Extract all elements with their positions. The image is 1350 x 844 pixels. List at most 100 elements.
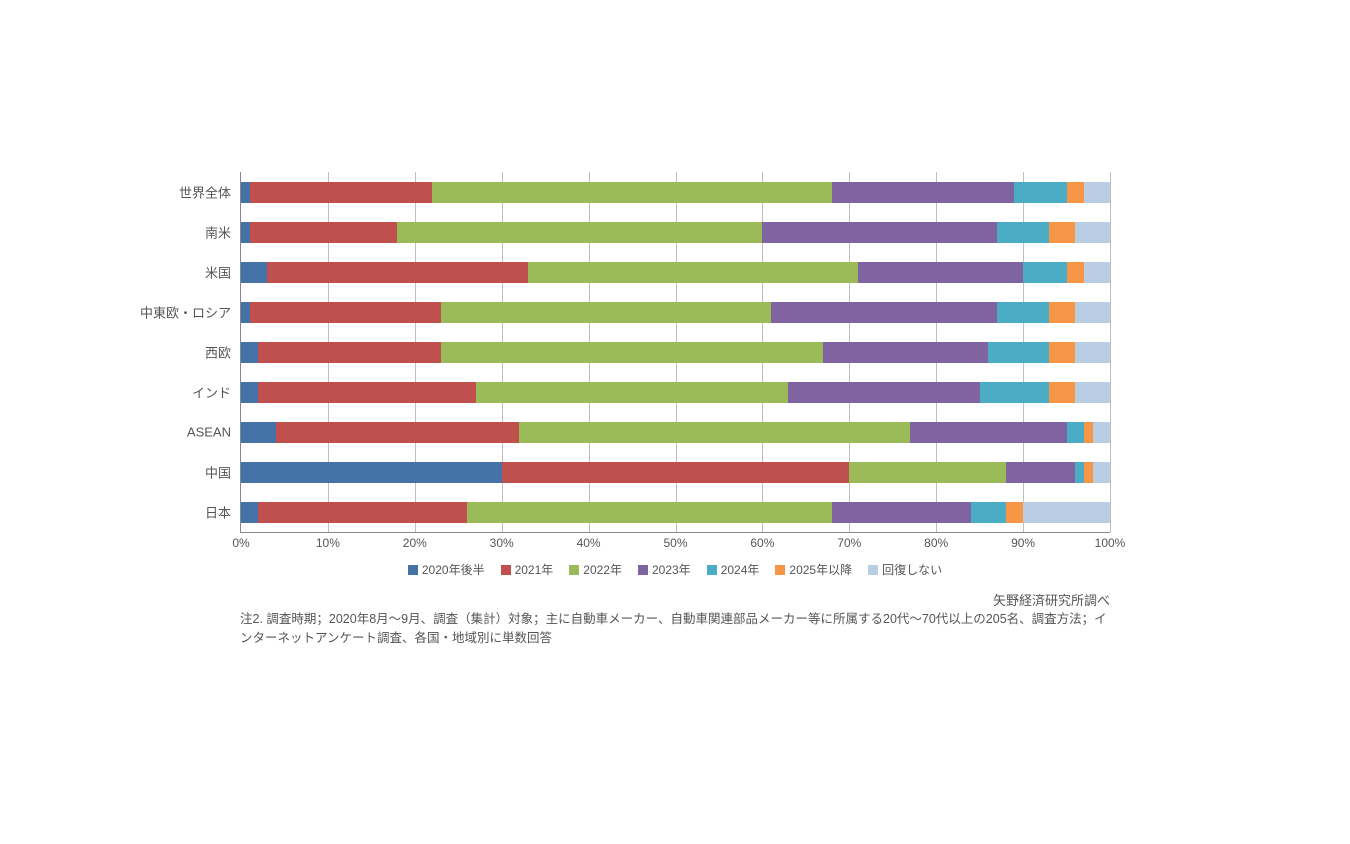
bar-segment (241, 422, 276, 443)
x-tick-label: 0% (232, 532, 249, 550)
bar-row: 日本 (241, 502, 1110, 523)
legend-swatch (408, 565, 418, 575)
bar-segment (1084, 182, 1110, 203)
bar-segment (1067, 262, 1084, 283)
bar-segment (241, 222, 250, 243)
legend-item: 回復しない (868, 561, 942, 578)
legend-item: 2023年 (638, 561, 691, 578)
bar-segment (241, 262, 267, 283)
bar-segment (1084, 262, 1110, 283)
bar-segment (441, 342, 823, 363)
x-tick-label: 40% (577, 532, 601, 550)
bar-segment (980, 382, 1050, 403)
bar-segment (1006, 502, 1023, 523)
page: 0%10%20%30%40%50%60%70%80%90%100%世界全体南米米… (0, 0, 1350, 844)
legend-label: 2025年以降 (789, 561, 852, 578)
bar-segment (997, 302, 1049, 323)
legend-swatch (707, 565, 717, 575)
legend-swatch (501, 565, 511, 575)
legend-item: 2021年 (501, 561, 554, 578)
legend-swatch (569, 565, 579, 575)
bar-row: 南米 (241, 222, 1110, 243)
bar-segment (1093, 462, 1110, 483)
legend-label: 2022年 (583, 561, 622, 578)
legend-item: 2020年後半 (408, 561, 485, 578)
bar-row: 西欧 (241, 342, 1110, 363)
bar-segment (250, 182, 432, 203)
bar-segment (1093, 422, 1110, 443)
bar-segment (1067, 422, 1084, 443)
x-tick-label: 60% (750, 532, 774, 550)
y-category-label: 南米 (205, 223, 241, 242)
x-tick-label: 30% (490, 532, 514, 550)
legend-swatch (868, 565, 878, 575)
bar-segment (1075, 462, 1084, 483)
legend-label: 回復しない (882, 561, 942, 578)
bar-segment (276, 422, 519, 443)
gridline (1110, 172, 1111, 532)
x-tick-label: 50% (663, 532, 687, 550)
bar-segment (241, 302, 250, 323)
x-tick-label: 90% (1011, 532, 1035, 550)
bar-segment (1006, 462, 1076, 483)
footnote: 注2. 調査時期；2020年8月～9月、調査（集計）対象；主に自動車メーカー、自… (240, 610, 1110, 648)
legend-item: 2024年 (707, 561, 760, 578)
bar-segment (432, 182, 832, 203)
bar-segment (241, 462, 502, 483)
bar-segment (1023, 262, 1066, 283)
bar-segment (1049, 382, 1075, 403)
legend-item: 2025年以降 (775, 561, 852, 578)
x-tick-label: 10% (316, 532, 340, 550)
legend-swatch (638, 565, 648, 575)
x-tick-label: 20% (403, 532, 427, 550)
bar-segment (1014, 182, 1066, 203)
bar-segment (771, 302, 997, 323)
bar-segment (258, 382, 475, 403)
bar-segment (1049, 342, 1075, 363)
x-tick-label: 70% (837, 532, 861, 550)
legend-label: 2024年 (721, 561, 760, 578)
bar-segment (971, 502, 1006, 523)
y-category-label: インド (192, 383, 241, 402)
bar-segment (241, 502, 258, 523)
bar-segment (258, 342, 440, 363)
bar-segment (241, 342, 258, 363)
bar-segment (1075, 382, 1110, 403)
y-category-label: 米国 (205, 263, 241, 282)
y-category-label: 日本 (205, 503, 241, 522)
bar-segment (441, 302, 771, 323)
legend-item: 2022年 (569, 561, 622, 578)
bar-segment (832, 502, 971, 523)
bar-segment (397, 222, 762, 243)
bar-segment (241, 382, 258, 403)
bar-row: 中東欧・ロシア (241, 302, 1110, 323)
y-category-label: 中国 (205, 463, 241, 482)
bar-segment (250, 302, 441, 323)
y-category-label: 中東欧・ロシア (140, 303, 241, 322)
bar-segment (832, 182, 1014, 203)
bar-segment (467, 502, 832, 523)
legend-label: 2020年後半 (422, 561, 485, 578)
bar-row: 米国 (241, 262, 1110, 283)
bar-segment (267, 262, 528, 283)
bar-segment (250, 222, 398, 243)
legend-label: 2023年 (652, 561, 691, 578)
x-tick-label: 100% (1095, 532, 1126, 550)
bar-segment (1049, 302, 1075, 323)
bar-segment (1084, 422, 1093, 443)
bar-segment (1067, 182, 1084, 203)
bar-segment (910, 422, 1066, 443)
credit-line: 矢野経済研究所調べ (993, 590, 1110, 609)
bar-segment (1075, 342, 1110, 363)
legend-label: 2021年 (515, 561, 554, 578)
bar-segment (502, 462, 850, 483)
bar-segment (1084, 462, 1093, 483)
bar-row: 中国 (241, 462, 1110, 483)
plot-area: 0%10%20%30%40%50%60%70%80%90%100%世界全体南米米… (240, 172, 1110, 533)
bar-segment (528, 262, 858, 283)
bar-row: インド (241, 382, 1110, 403)
bar-row: ASEAN (241, 422, 1110, 443)
bar-segment (519, 422, 910, 443)
y-category-label: ASEAN (187, 425, 241, 440)
bar-segment (997, 222, 1049, 243)
